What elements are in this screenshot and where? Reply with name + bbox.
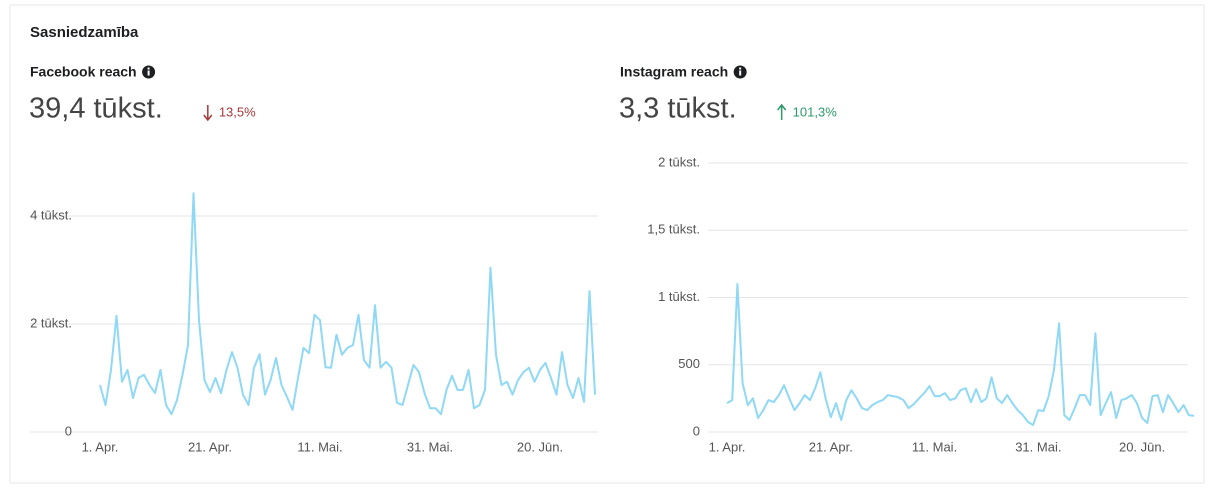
card-border [9,4,1205,484]
x-tick-label: 21. Apr. [809,439,853,454]
y-tick-label: 0 [693,423,700,438]
y-tick-label: 4 tūkst. [30,207,72,222]
reach-line [99,192,596,416]
y-tick-label: 1 tūkst. [658,289,700,304]
info-icon-dot [739,67,742,70]
x-tick-label: 11. Mai. [912,439,957,454]
chart-title: Facebook reach [30,64,137,80]
info-icon-dot [147,67,150,70]
y-tick-label: 500 [678,356,700,371]
x-tick-label: 20. Jūn. [1119,439,1165,454]
x-tick-label: 1. Apr. [82,439,119,454]
x-tick-label: 1. Apr. [709,439,746,454]
y-tick-label: 1,5 tūkst. [647,222,700,237]
x-tick-label: 31. Mai. [1015,439,1061,454]
reach-line [726,283,1195,426]
chart-title: Instagram reach [620,64,728,80]
y-tick-label: 2 tūkst. [30,315,72,330]
x-tick-label: 11. Mai. [297,439,342,454]
info-icon-bar [147,70,150,76]
x-tick-label: 21. Apr. [188,439,232,454]
change-arrow [777,103,787,120]
x-tick-label: 20. Jūn. [517,439,563,454]
info-icon-bar [739,70,742,76]
total-value: 3,3 tūkst. [619,93,737,125]
y-tick-label: 2 tūkst. [658,154,700,169]
change-percent: 13,5% [219,104,256,119]
total-value: 39,4 tūkst. [29,93,163,125]
change-arrow [203,105,213,122]
section-title: Sasniedzamība [30,24,139,41]
x-tick-label: 31. Mai. [407,439,453,454]
change-percent: 101,3% [793,104,838,119]
y-tick-label: 0 [65,423,72,438]
